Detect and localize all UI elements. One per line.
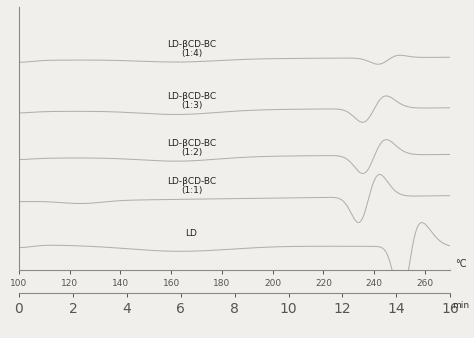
Text: °C: °C [456,259,467,269]
Text: LD-βCD-BC: LD-βCD-BC [167,177,216,186]
Text: min: min [453,301,470,310]
Text: LD-βCD-BC: LD-βCD-BC [167,139,216,148]
Text: LD: LD [185,230,198,238]
Text: (1:3): (1:3) [181,101,202,110]
Text: (1:1): (1:1) [181,186,202,195]
Text: LD-βCD-BC: LD-βCD-BC [167,92,216,101]
Text: (1:2): (1:2) [181,148,202,157]
Text: (1:4): (1:4) [181,49,202,58]
Text: LD-βCD-BC: LD-βCD-BC [167,40,216,49]
